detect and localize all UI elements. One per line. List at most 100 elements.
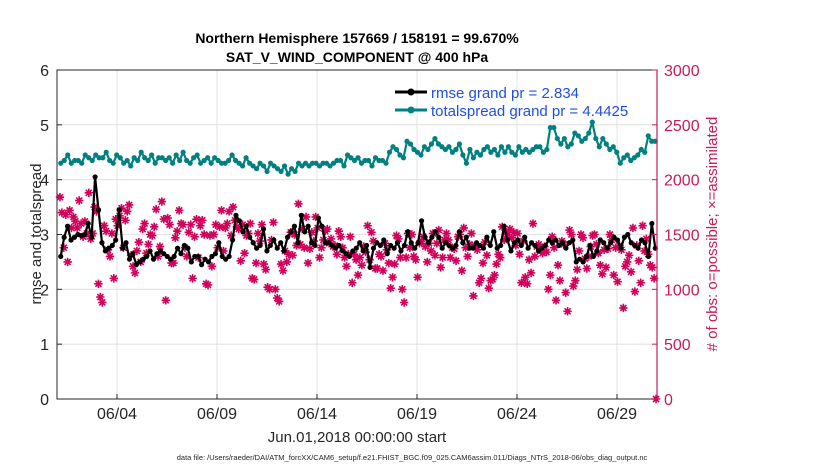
y-right-tick-label: 500 xyxy=(664,337,691,354)
left-axis-ticks: 0 1 2 3 4 5 6 xyxy=(40,63,62,409)
rmse-point xyxy=(583,253,590,260)
obs-marker xyxy=(207,262,217,271)
spread-point xyxy=(152,160,158,166)
rmse-point xyxy=(353,245,359,251)
obs-marker xyxy=(544,285,553,294)
rmse-point xyxy=(85,220,91,227)
obs-marker xyxy=(355,253,365,262)
obs-marker xyxy=(624,251,634,260)
rmse-point xyxy=(515,237,521,243)
spread-point xyxy=(537,144,543,150)
obs-marker xyxy=(492,259,501,269)
spread-point xyxy=(551,124,557,131)
obs-marker xyxy=(101,227,111,236)
rmse-point xyxy=(635,245,641,251)
obs-marker xyxy=(330,241,340,250)
obs-marker xyxy=(84,188,94,198)
rmse-point xyxy=(360,248,366,254)
spread-point xyxy=(614,149,620,155)
spread-point xyxy=(337,157,344,164)
obs-marker xyxy=(309,236,318,246)
spread-point xyxy=(421,144,428,150)
obs-marker xyxy=(484,284,493,293)
obs-marker xyxy=(319,235,328,245)
obs-marker xyxy=(638,221,647,230)
spread-point xyxy=(159,155,165,161)
obs-marker xyxy=(428,229,438,238)
spread-point xyxy=(379,157,386,164)
obs-marker xyxy=(597,269,607,279)
obs-marker xyxy=(57,208,67,217)
obs-marker xyxy=(221,223,230,233)
spread-point xyxy=(86,155,92,161)
rmse-point xyxy=(412,245,418,251)
obs-marker xyxy=(290,230,299,239)
obs-marker xyxy=(59,243,69,252)
spread-point xyxy=(61,157,67,164)
spread-point xyxy=(351,157,358,164)
obs-marker xyxy=(253,229,263,238)
rmse-point xyxy=(415,240,421,246)
spread-point xyxy=(208,160,214,166)
obs-marker xyxy=(323,224,332,234)
rmse-point xyxy=(425,240,432,246)
obs-marker xyxy=(582,264,592,273)
obs-marker xyxy=(165,220,174,229)
rmse-point xyxy=(185,245,191,251)
obs-marker xyxy=(482,251,492,260)
obs-marker xyxy=(332,250,342,259)
obs-marker xyxy=(132,246,142,256)
spread-point xyxy=(432,135,438,142)
rmse-point xyxy=(522,234,528,240)
rmse-point xyxy=(89,234,95,240)
rmse-point xyxy=(553,237,559,243)
rmse-point xyxy=(113,237,119,243)
obs-marker xyxy=(622,257,632,267)
obs-marker xyxy=(546,270,555,280)
rmse-point xyxy=(123,240,129,246)
spread-point xyxy=(495,152,501,158)
spread-point xyxy=(243,155,249,161)
obs-marker xyxy=(561,288,570,297)
rmse-point xyxy=(563,245,569,251)
obs-marker xyxy=(398,285,407,294)
obs-marker xyxy=(69,212,78,222)
obs-marker xyxy=(63,257,72,267)
obs-marker xyxy=(384,258,393,268)
obs-marker xyxy=(192,214,201,224)
obs-marker xyxy=(430,251,440,260)
obs-marker xyxy=(446,253,455,262)
obs-marker xyxy=(490,270,499,280)
spread-point xyxy=(453,146,459,153)
y-left-tick-label: 5 xyxy=(40,118,49,135)
obs-marker xyxy=(98,298,107,307)
obs-marker xyxy=(169,258,178,268)
obs-marker xyxy=(155,242,165,251)
obs-marker xyxy=(409,252,418,261)
obs-marker xyxy=(530,252,540,261)
obs-marker xyxy=(421,242,430,251)
obs-marker xyxy=(505,224,515,234)
obs-marker xyxy=(628,223,638,233)
rmse-point xyxy=(508,248,514,254)
spread-point xyxy=(299,163,305,169)
spread-point xyxy=(544,146,550,153)
obs-marker xyxy=(246,219,255,228)
spread-point xyxy=(82,152,88,158)
obs-marker xyxy=(488,275,497,284)
spread-point xyxy=(323,160,330,166)
obs-marker xyxy=(215,222,224,232)
obs-marker xyxy=(276,259,286,269)
spread-point xyxy=(330,160,337,166)
obs-marker xyxy=(634,256,643,266)
obs-marker xyxy=(555,276,565,285)
rmse-point xyxy=(174,245,181,251)
rmse-point xyxy=(195,253,201,260)
spread-point xyxy=(278,168,284,175)
obs-marker xyxy=(578,233,588,242)
obs-marker xyxy=(184,228,193,237)
obs-marker xyxy=(476,274,486,283)
rmse-point xyxy=(178,251,184,257)
rmse-point xyxy=(171,253,177,260)
spread-point xyxy=(215,157,221,164)
